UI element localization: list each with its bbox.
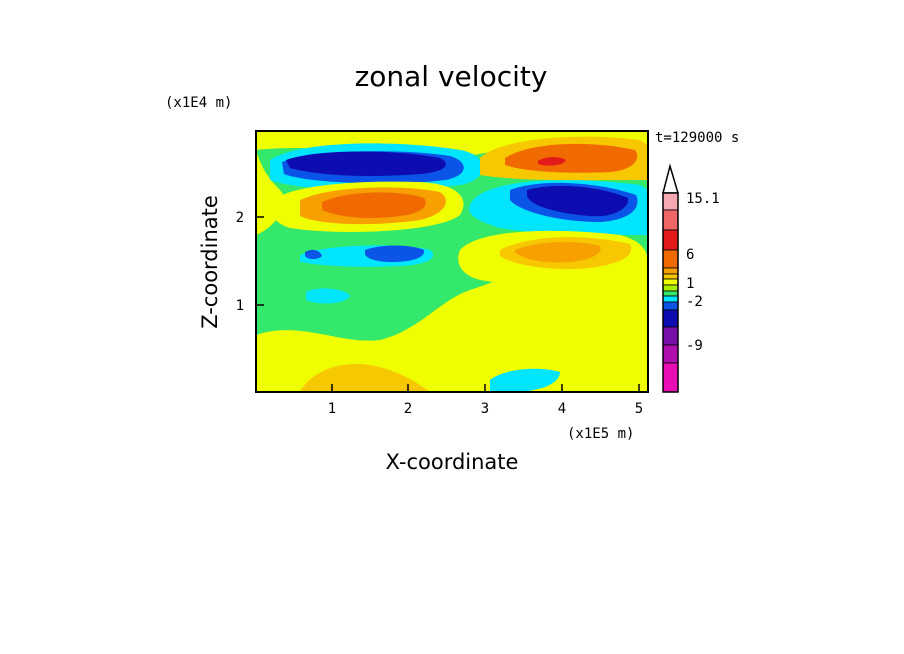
colorbar-segment-15 <box>662 192 679 211</box>
field-orange-mid-left <box>322 192 426 218</box>
y-tick-label-2: 2 <box>236 210 244 226</box>
chart-title: zonal velocity <box>355 60 548 93</box>
x-tick-label-2: 2 <box>404 401 412 417</box>
colorbar-label-2: 6 <box>686 247 694 263</box>
field-red-upper-right <box>538 157 566 166</box>
colorbar-segment-9 <box>662 278 679 286</box>
colorbar-frame <box>662 192 679 393</box>
x-tick-label-5: 5 <box>635 401 643 417</box>
colorbar-arrow <box>662 163 680 194</box>
plot-frame <box>255 130 649 393</box>
x-ticks: 1 2 3 4 5 <box>328 384 643 417</box>
colorbar-segment-4 <box>662 309 679 328</box>
time-label: t=129000 s <box>655 130 739 146</box>
colorbar-segment-7 <box>662 290 679 297</box>
colorbar-segment-5 <box>662 301 679 311</box>
x-axis-label: X-coordinate <box>386 450 519 474</box>
field-cyan-low-left <box>306 288 350 304</box>
field-orange-mid-right <box>515 241 601 263</box>
y-scale-label: (x1E4 m) <box>165 95 232 111</box>
field-yellow-lower <box>256 255 648 392</box>
field-orange-upper-right <box>505 143 638 173</box>
field-blue-mid-left <box>365 245 425 262</box>
colorbar-segment-11 <box>662 267 679 275</box>
colorbar-segment-13 <box>662 229 679 251</box>
colorbar-segment-6 <box>662 295 679 303</box>
colorbar-segment-3 <box>662 326 679 346</box>
x-scale-label: (x1E5 m) <box>567 426 634 442</box>
colorbar-segment-2 <box>662 344 679 364</box>
field-navy-upper-left <box>286 151 446 176</box>
colorbar: 15.1 6 1 -2 -9 <box>662 163 720 393</box>
colorbar-segment-14 <box>662 209 679 231</box>
colorbar-segment-8 <box>662 284 679 292</box>
x-tick-label-1: 1 <box>328 401 336 417</box>
heatmap-field <box>256 131 648 392</box>
colorbar-label-3: 1 <box>686 276 694 292</box>
colorbar-segment-10 <box>662 273 679 280</box>
field-blue-mid-left-2 <box>305 249 322 259</box>
colorbar-label-4: -2 <box>686 294 703 310</box>
field-yellow-top <box>256 131 648 159</box>
field-navy-right <box>527 185 629 217</box>
y-ticks: 1 2 <box>236 210 264 314</box>
x-tick-label-4: 4 <box>558 401 566 417</box>
colorbar-label-5: -9 <box>686 338 703 354</box>
field-cyan-low-right <box>490 368 560 392</box>
colorbar-label-1: 15.1 <box>686 191 720 207</box>
y-axis-label: Z-coordinate <box>198 195 222 329</box>
x-tick-label-3: 3 <box>481 401 489 417</box>
colorbar-segment-1 <box>662 362 679 393</box>
y-tick-label-1: 1 <box>236 298 244 314</box>
colorbar-segment-12 <box>662 249 679 269</box>
